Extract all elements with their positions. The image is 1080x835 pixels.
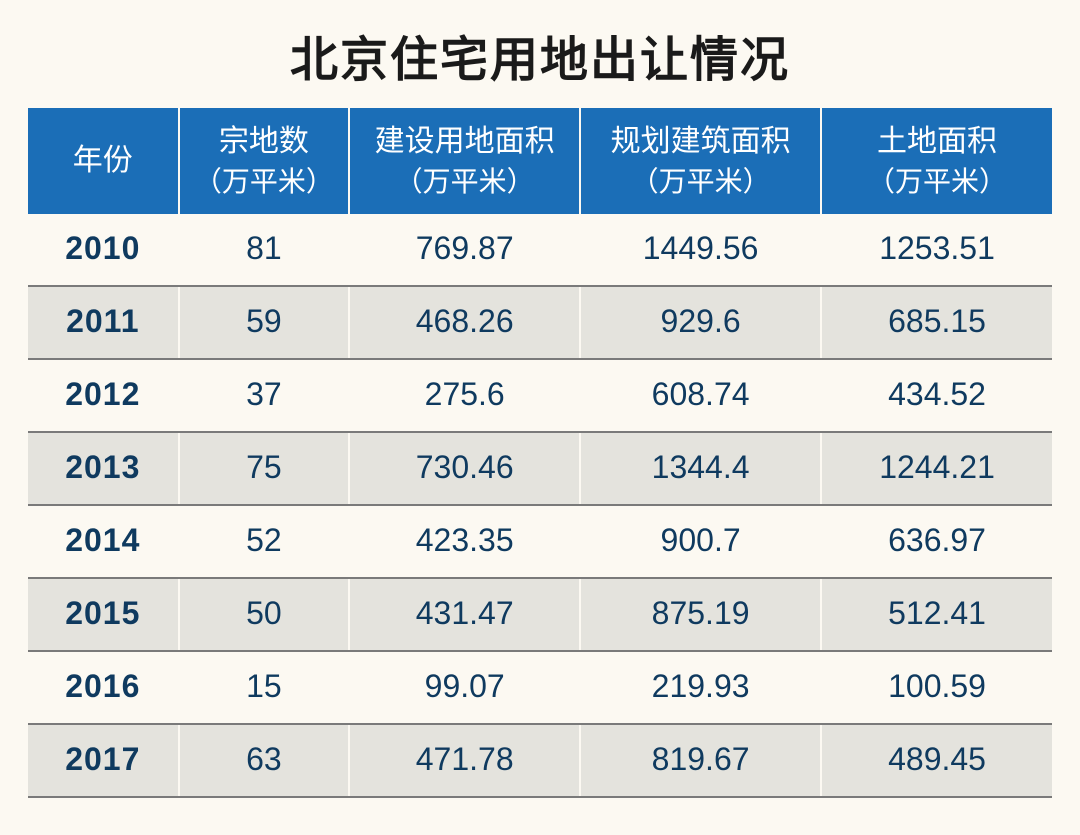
cell-land-area: 434.52 [821,359,1052,432]
col-unit: （万平米） [587,163,814,201]
cell-construction-land: 423.35 [349,505,580,578]
table-header-row: 年份 宗地数 （万平米） 建设用地面积 （万平米） 规划建筑面积 （万平米） 土… [28,108,1052,214]
cell-year: 2010 [28,214,179,286]
cell-planned-floor: 1449.56 [580,214,821,286]
col-label: 宗地数 [219,125,309,158]
cell-parcels: 37 [179,359,350,432]
cell-year: 2017 [28,724,179,797]
table-row: 2016 15 99.07 219.93 100.59 [28,651,1052,724]
cell-construction-land: 275.6 [349,359,580,432]
col-label: 建设用地面积 [375,125,555,158]
col-label: 年份 [73,144,133,177]
cell-planned-floor: 900.7 [580,505,821,578]
cell-construction-land: 99.07 [349,651,580,724]
table-row: 2010 81 769.87 1449.56 1253.51 [28,214,1052,286]
cell-year: 2013 [28,432,179,505]
cell-year: 2015 [28,578,179,651]
cell-planned-floor: 219.93 [580,651,821,724]
cell-land-area: 636.97 [821,505,1052,578]
cell-planned-floor: 608.74 [580,359,821,432]
cell-year: 2014 [28,505,179,578]
cell-land-area: 1253.51 [821,214,1052,286]
col-year: 年份 [28,108,179,214]
col-parcels: 宗地数 （万平米） [179,108,350,214]
col-land-area: 土地面积 （万平米） [821,108,1052,214]
col-planned-floor: 规划建筑面积 （万平米） [580,108,821,214]
col-unit: （万平米） [828,163,1046,201]
cell-parcels: 52 [179,505,350,578]
cell-land-area: 100.59 [821,651,1052,724]
cell-land-area: 1244.21 [821,432,1052,505]
cell-year: 2016 [28,651,179,724]
cell-construction-land: 431.47 [349,578,580,651]
cell-construction-land: 769.87 [349,214,580,286]
cell-parcels: 81 [179,214,350,286]
col-unit: （万平米） [356,163,573,201]
page-title: 北京住宅用地出让情况 [28,20,1052,90]
table-row: 2014 52 423.35 900.7 636.97 [28,505,1052,578]
cell-land-area: 685.15 [821,286,1052,359]
land-sales-table: 年份 宗地数 （万平米） 建设用地面积 （万平米） 规划建筑面积 （万平米） 土… [28,108,1052,798]
cell-parcels: 15 [179,651,350,724]
table-row: 2012 37 275.6 608.74 434.52 [28,359,1052,432]
cell-parcels: 63 [179,724,350,797]
cell-construction-land: 468.26 [349,286,580,359]
cell-planned-floor: 929.6 [580,286,821,359]
col-label: 土地面积 [877,125,997,158]
col-label: 规划建筑面积 [611,125,791,158]
col-unit: （万平米） [186,163,343,201]
cell-parcels: 59 [179,286,350,359]
cell-land-area: 489.45 [821,724,1052,797]
cell-construction-land: 730.46 [349,432,580,505]
cell-planned-floor: 819.67 [580,724,821,797]
cell-planned-floor: 875.19 [580,578,821,651]
table-row: 2017 63 471.78 819.67 489.45 [28,724,1052,797]
cell-construction-land: 471.78 [349,724,580,797]
cell-parcels: 75 [179,432,350,505]
cell-land-area: 512.41 [821,578,1052,651]
cell-parcels: 50 [179,578,350,651]
cell-year: 2011 [28,286,179,359]
cell-planned-floor: 1344.4 [580,432,821,505]
table-row: 2013 75 730.46 1344.4 1244.21 [28,432,1052,505]
table-row: 2011 59 468.26 929.6 685.15 [28,286,1052,359]
table-row: 2015 50 431.47 875.19 512.41 [28,578,1052,651]
cell-year: 2012 [28,359,179,432]
col-construction-land: 建设用地面积 （万平米） [349,108,580,214]
